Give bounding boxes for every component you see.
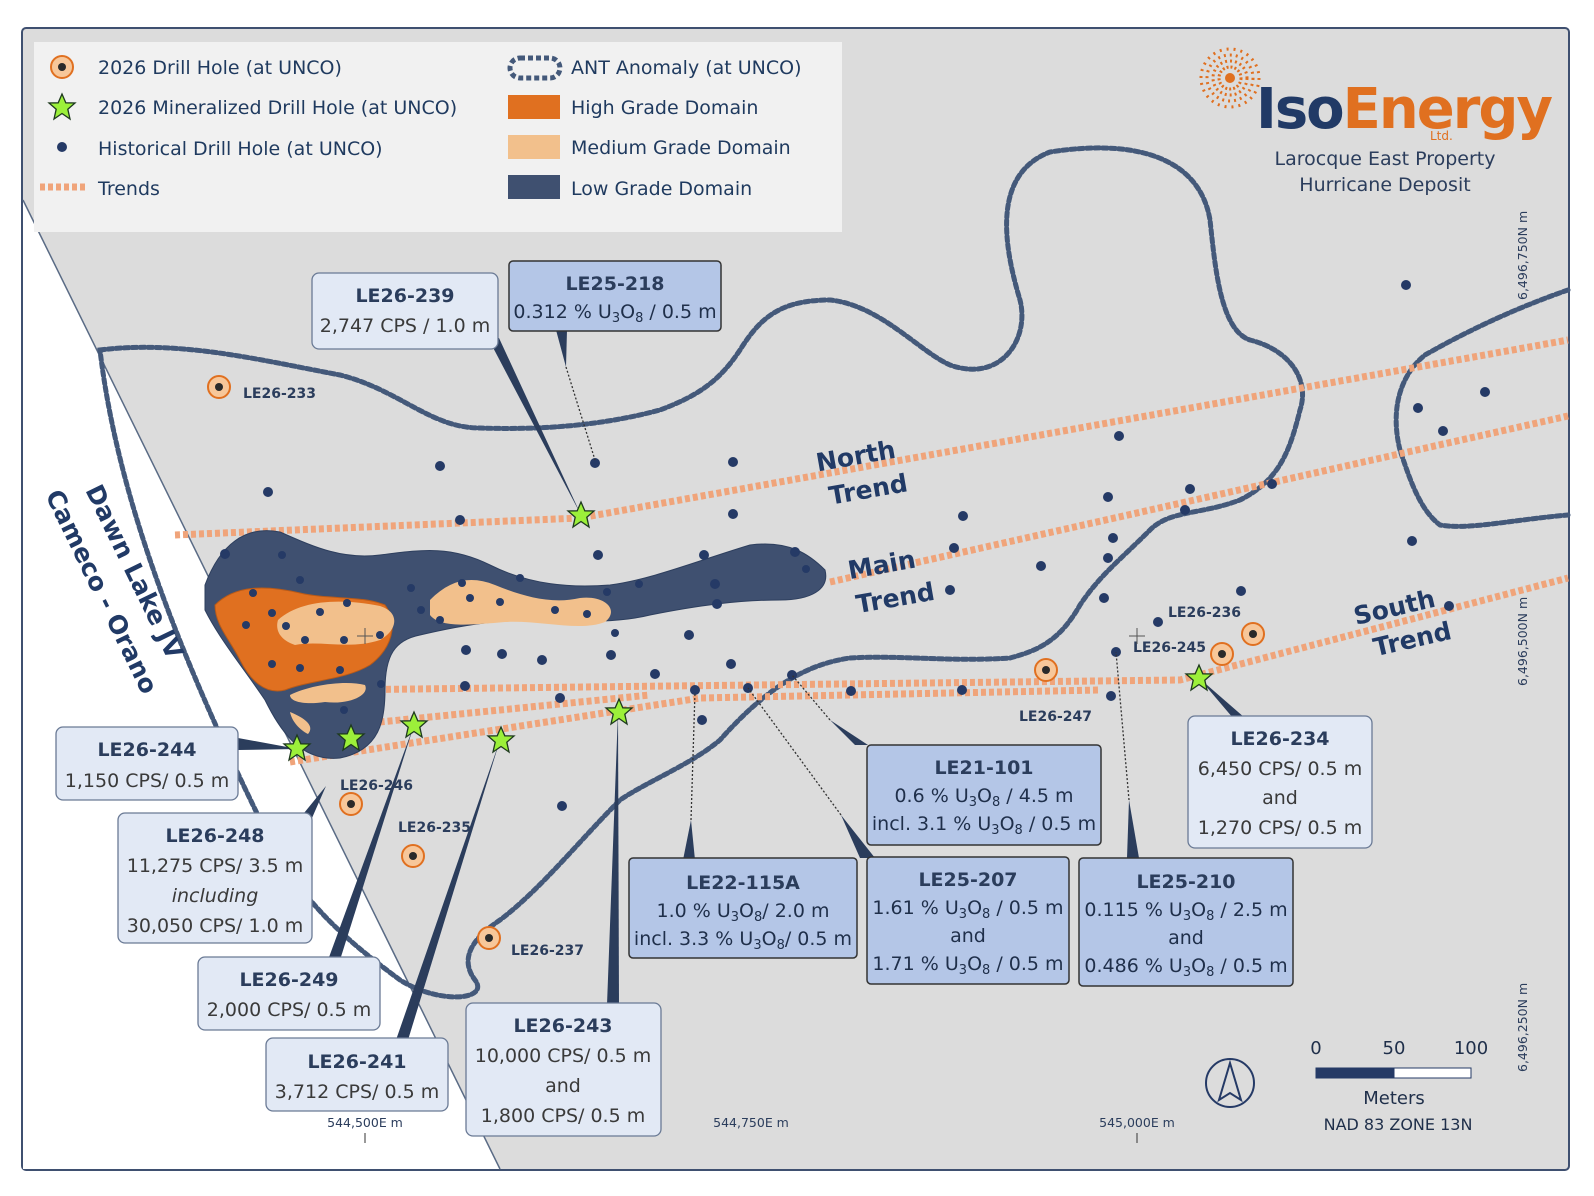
callout-le26-241: LE26-241 3,712 CPS/ 0.5 m [265,1037,449,1112]
legend-drill-hole: 2026 Drill Hole (at UNCO) [98,57,342,79]
svg-text:1.61 % U3O8 / 0.5 m: 1.61 % U3O8 / 0.5 m [872,897,1063,922]
svg-text:incl. 3.3 % U3O8/ 0.5 m: incl. 3.3 % U3O8/ 0.5 m [634,928,852,953]
svg-text:3,712 CPS/ 0.5 m: 3,712 CPS/ 0.5 m [275,1081,439,1103]
label-le26-237: LE26-237 [511,943,584,959]
svg-text:including: including [172,885,259,907]
label-le26-233: LE26-233 [243,386,316,402]
legend-medium-grade: Medium Grade Domain [571,137,791,159]
medium-grade-domain [430,580,611,627]
svg-text:0: 0 [1310,1038,1321,1059]
callout-le21-101: LE21-101 0.6 % U3O8 / 4.5 m incl. 3.1 % … [866,744,1102,846]
svg-text:LE26-248: LE26-248 [165,825,264,847]
callout-le25-218: LE25-218 0.312 % U3O8 / 0.5 m [508,260,722,332]
svg-text:incl. 3.1 % U3O8 / 0.5 m: incl. 3.1 % U3O8 / 0.5 m [872,813,1096,838]
scale-bar: 0 50 100 Meters NAD 83 ZONE 13N [1310,1038,1488,1134]
legend-mineralized-hole: 2026 Mineralized Drill Hole (at UNCO) [98,97,457,119]
svg-text:LE25-207: LE25-207 [918,869,1017,891]
callout-le25-207: LE25-207 1.61 % U3O8 / 0.5 m and 1.71 % … [866,856,1070,985]
coordinate-labels: 544,500E m 544,750E m 545,000E m 6,496,7… [327,211,1530,1143]
svg-text:2,747 CPS / 1.0 m: 2,747 CPS / 1.0 m [320,315,490,337]
label-le26-245: LE26-245 [1133,640,1206,656]
callout-le26-248: LE26-248 11,275 CPS/ 3.5 m including 30,… [117,812,313,944]
svg-text:1.71 % U3O8 / 0.5 m: 1.71 % U3O8 / 0.5 m [872,953,1063,978]
svg-text:6,496,250N m: 6,496,250N m [1515,983,1530,1072]
svg-text:1,270 CPS/ 0.5 m: 1,270 CPS/ 0.5 m [1198,817,1362,839]
grid-crosshairs [357,628,1145,644]
svg-text:544,750E m: 544,750E m [713,1115,789,1130]
svg-text:30,050 CPS/ 1.0 m: 30,050 CPS/ 1.0 m [127,915,304,937]
callout-le26-243: LE26-243 10,000 CPS/ 0.5 m and 1,800 CPS… [465,1002,662,1137]
svg-text:IsoEnergy: IsoEnergy [1256,77,1552,142]
svg-text:0.486 % U3O8 / 0.5 m: 0.486 % U3O8 / 0.5 m [1084,955,1287,980]
svg-text:Meters: Meters [1363,1088,1425,1109]
svg-text:545,000E m: 545,000E m [1099,1115,1175,1130]
callout-le26-234: LE26-234 6,450 CPS/ 0.5 m and 1,270 CPS/… [1187,715,1373,849]
svg-text:LE26-243: LE26-243 [513,1015,612,1037]
north-arrow [1205,1058,1255,1108]
legend-historical-hole: Historical Drill Hole (at UNCO) [98,138,383,160]
label-le26-235: LE26-235 [398,820,471,836]
callout-le22-115a: LE22-115A 1.0 % U3O8/ 2.0 m incl. 3.3 % … [628,857,858,959]
svg-text:0.115 % U3O8 / 2.5 m: 0.115 % U3O8 / 2.5 m [1084,899,1287,924]
low-grade-domain [204,530,827,759]
legend-ant-anomaly: ANT Anomaly (at UNCO) [571,57,802,79]
historical-drill-holes [220,280,1490,811]
svg-text:and: and [545,1075,581,1097]
ant-anomaly [97,145,1571,1000]
svg-text:LE26-249: LE26-249 [239,969,338,991]
svg-text:2,000 CPS/ 0.5 m: 2,000 CPS/ 0.5 m [207,999,371,1021]
svg-text:544,500E m: 544,500E m [327,1115,403,1130]
legend: 2026 Drill Hole (at UNCO) 2026 Mineraliz… [34,42,842,232]
company-logo: IsoEnergy Ltd. Larocque East Property Hu… [1199,47,1554,196]
svg-text:1.0 % U3O8/ 2.0 m: 1.0 % U3O8/ 2.0 m [656,900,829,925]
svg-text:1,800 CPS/ 0.5 m: 1,800 CPS/ 0.5 m [481,1105,645,1127]
svg-text:6,496,500N m: 6,496,500N m [1515,597,1530,686]
svg-text:LE26-234: LE26-234 [1230,728,1329,750]
svg-text:100: 100 [1454,1038,1488,1059]
label-le26-247: LE26-247 [1019,709,1092,725]
svg-text:10,000 CPS/ 0.5 m: 10,000 CPS/ 0.5 m [475,1045,652,1067]
callout-le26-244: LE26-244 1,150 CPS/ 0.5 m [55,726,239,801]
svg-text:11,275 CPS/ 3.5 m: 11,275 CPS/ 3.5 m [127,855,304,877]
deposit-title: Hurricane Deposit [1299,174,1470,196]
logo-energy: Energy [1343,77,1553,142]
svg-text:LE25-210: LE25-210 [1136,871,1235,893]
hole-labels: LE26-233 LE26-236 LE26-245 LE26-247 LE26… [243,386,1241,959]
svg-text:0.312 % U3O8 / 0.5 m: 0.312 % U3O8 / 0.5 m [513,301,716,326]
svg-text:and: and [1262,787,1298,809]
svg-text:1,150 CPS/ 0.5 m: 1,150 CPS/ 0.5 m [65,770,229,792]
logo-ltd: Ltd. [1430,129,1453,143]
callout-le25-210: LE25-210 0.115 % U3O8 / 2.5 m and 0.486 … [1078,857,1294,987]
callout-le26-239: LE26-239 2,747 CPS / 1.0 m [311,272,499,350]
svg-text:6,450 CPS/ 0.5 m: 6,450 CPS/ 0.5 m [1198,758,1362,780]
svg-text:and: and [950,925,986,947]
svg-text:LE22-115A: LE22-115A [686,872,800,894]
label-le26-246: LE26-246 [340,778,413,794]
svg-text:LE26-244: LE26-244 [97,739,196,761]
label-le26-236: LE26-236 [1168,605,1241,621]
svg-text:6,496,750N m: 6,496,750N m [1515,211,1530,300]
logo-iso: Iso [1256,77,1343,142]
property-title: Larocque East Property [1275,148,1496,170]
logo-sunburst [1199,47,1261,109]
callout-le26-249: LE26-249 2,000 CPS/ 0.5 m [197,956,381,1031]
svg-text:0.6 % U3O8 / 4.5 m: 0.6 % U3O8 / 4.5 m [894,785,1073,810]
svg-text:LE21-101: LE21-101 [934,757,1033,779]
legend-high-grade: High Grade Domain [571,97,758,119]
svg-text:50: 50 [1383,1038,1406,1059]
svg-text:LE26-239: LE26-239 [355,285,454,307]
legend-trends: Trends [97,178,160,200]
svg-text:NAD 83 ZONE 13N: NAD 83 ZONE 13N [1324,1115,1473,1134]
svg-text:and: and [1168,927,1204,949]
legend-low-grade: Low Grade Domain [571,178,752,200]
callout-leaders [238,330,1245,1040]
svg-text:LE26-241: LE26-241 [307,1051,406,1073]
svg-text:LE25-218: LE25-218 [565,273,664,295]
